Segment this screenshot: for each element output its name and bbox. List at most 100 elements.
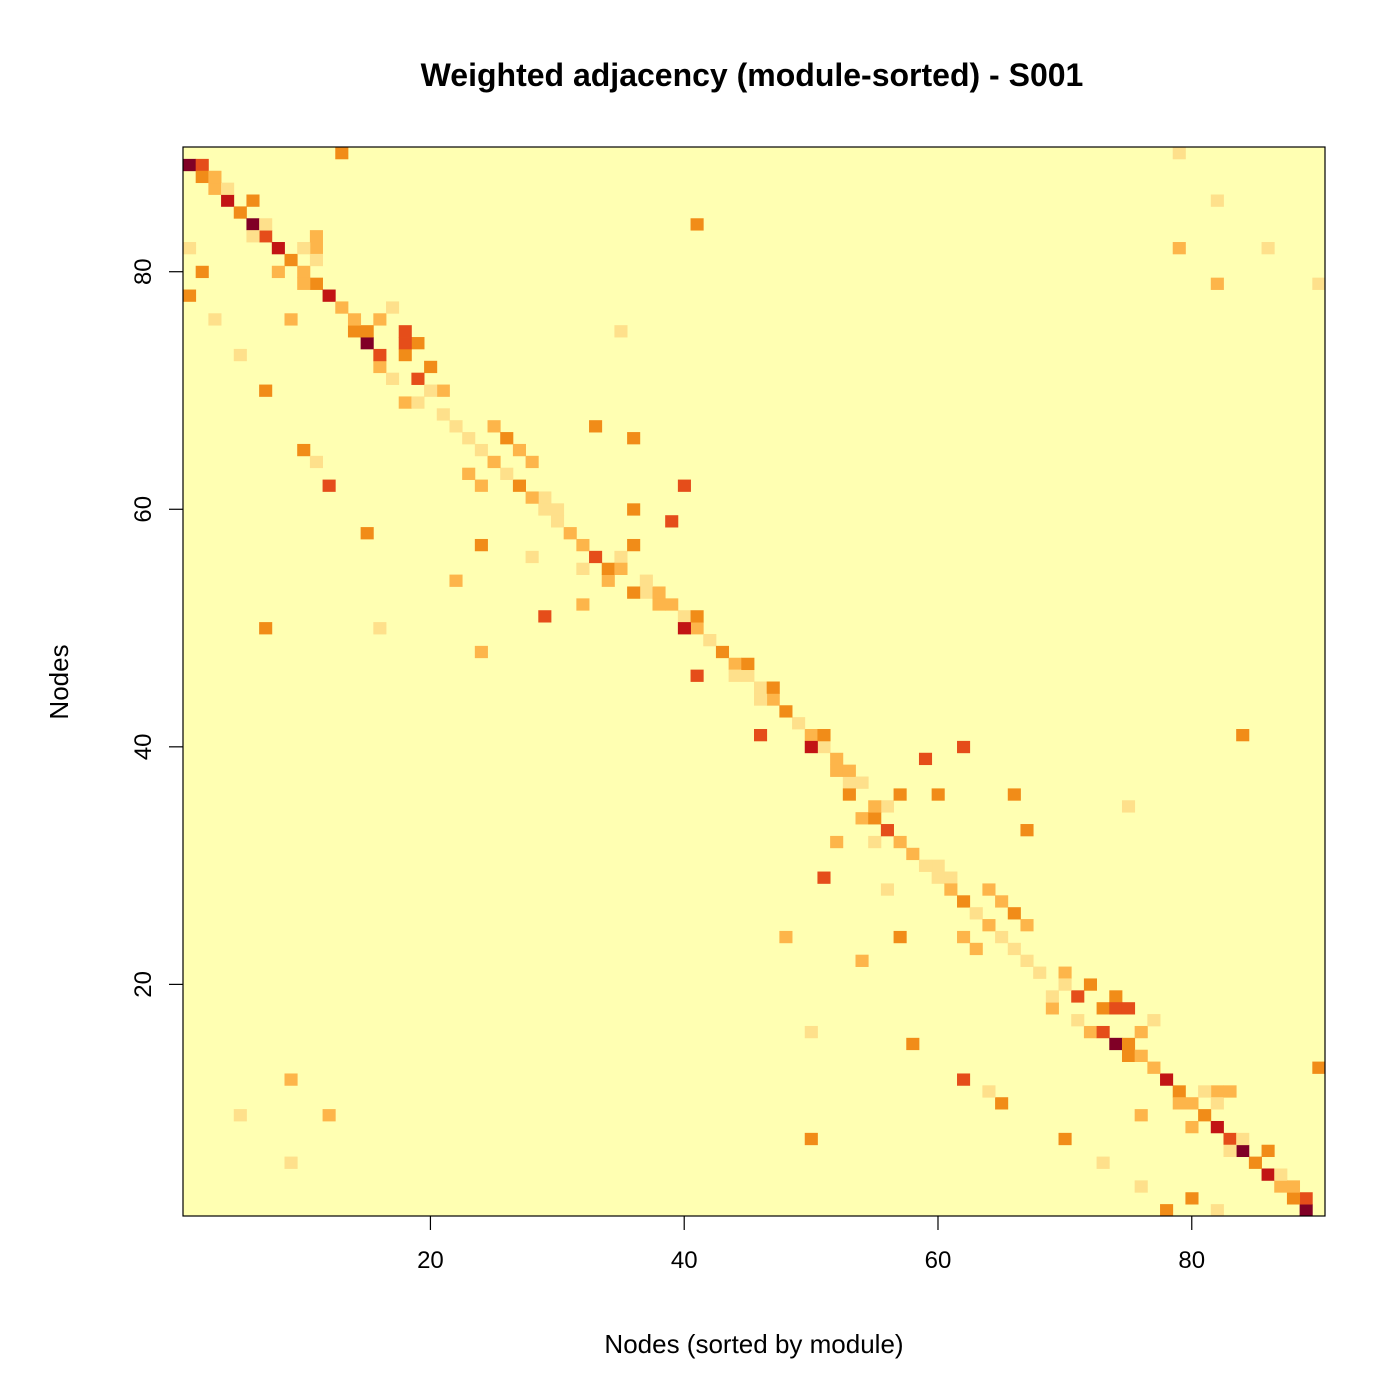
- heatmap-cell: [233, 1109, 247, 1122]
- heatmap-cell: [398, 396, 412, 409]
- y-tick-label: 60: [130, 496, 157, 523]
- heatmap-cell: [1096, 1002, 1110, 1015]
- y-tick-label: 80: [130, 258, 157, 285]
- heatmap-cell: [627, 538, 641, 552]
- heatmap-cell: [449, 574, 463, 587]
- heatmap-cell: [1210, 1097, 1224, 1110]
- heatmap-cell: [601, 562, 615, 575]
- y-axis-label: Nodes: [44, 644, 74, 719]
- heatmap-cell: [284, 1073, 298, 1086]
- heatmap-cell: [1147, 1014, 1161, 1027]
- heatmap-cell: [221, 194, 235, 207]
- heatmap-cell: [550, 503, 565, 516]
- heatmap-cell: [297, 265, 311, 279]
- heatmap-cell: [1007, 907, 1021, 920]
- heatmap-cell: [335, 301, 349, 314]
- heatmap-cell: [183, 242, 197, 255]
- heatmap-cell: [183, 289, 197, 302]
- x-axis: 20 40 60 80: [417, 1216, 1205, 1274]
- heatmap-cell: [246, 194, 260, 207]
- heatmap-cell: [233, 348, 247, 362]
- heatmap-cell: [728, 669, 742, 682]
- heatmap-cell: [1020, 954, 1034, 967]
- x-tick-label: 40: [671, 1247, 698, 1274]
- heatmap-cell: [830, 835, 844, 849]
- x-tick-label: 60: [925, 1247, 952, 1274]
- heatmap-cell: [1109, 1002, 1123, 1015]
- heatmap-cell: [208, 313, 222, 326]
- heatmap-cell: [855, 954, 869, 967]
- heatmap-cell: [1210, 277, 1224, 290]
- heatmap-cell: [1045, 990, 1059, 1003]
- heatmap-cell: [957, 895, 971, 908]
- heatmap-cell: [601, 574, 615, 587]
- heatmap-cell: [1248, 1156, 1262, 1169]
- heatmap-cell: [1172, 242, 1186, 255]
- heatmap-cell: [1286, 1180, 1301, 1193]
- heatmap-cell: [221, 182, 235, 195]
- heatmap-cell: [982, 883, 996, 896]
- heatmap-cell: [411, 396, 425, 409]
- heatmap-cell: [817, 729, 831, 742]
- heatmap-cell: [1261, 1168, 1275, 1181]
- heatmap-cell: [1172, 147, 1186, 160]
- heatmap-cell: [1083, 978, 1097, 991]
- heatmap-cell: [246, 230, 260, 243]
- heatmap-cell: [779, 705, 793, 718]
- heatmap-cell: [627, 503, 641, 516]
- heatmap-cell: [1058, 1132, 1072, 1146]
- heatmap-cell: [652, 598, 666, 611]
- heatmap-cell: [830, 752, 844, 766]
- heatmap-cell: [449, 420, 463, 433]
- heatmap-cell: [538, 503, 552, 516]
- heatmap-cell: [589, 420, 603, 433]
- heatmap-cell: [754, 729, 768, 742]
- heatmap-cell: [995, 930, 1009, 944]
- heatmap-cell: [1261, 1144, 1275, 1158]
- heatmap-cells: [183, 147, 1326, 1217]
- heatmap-cell: [677, 622, 691, 635]
- heatmap-cell: [1210, 194, 1224, 207]
- heatmap-cell: [906, 1037, 920, 1051]
- heatmap-cell: [830, 764, 844, 777]
- heatmap-cell: [893, 930, 907, 944]
- y-tick-label: 40: [130, 733, 157, 760]
- heatmap-cell: [1007, 942, 1021, 956]
- heatmap-cell: [309, 242, 323, 255]
- heatmap-cell: [766, 681, 780, 694]
- heatmap-cell: [1236, 1144, 1250, 1158]
- heatmap-cell: [652, 586, 666, 599]
- heatmap-cell: [398, 337, 412, 350]
- heatmap-cell: [436, 384, 450, 397]
- heatmap-cell: [665, 515, 679, 528]
- heatmap-cell: [1096, 1025, 1110, 1039]
- heatmap-cell: [1160, 1204, 1174, 1217]
- heatmap-cell: [271, 242, 285, 255]
- heatmap-cell: [576, 598, 590, 611]
- heatmap-cell: [1083, 1025, 1097, 1039]
- heatmap-cell: [957, 740, 971, 754]
- heatmap-cell: [1134, 1109, 1148, 1122]
- heatmap-cell: [1045, 1002, 1059, 1015]
- heatmap-cell: [804, 740, 818, 754]
- heatmap-cell: [614, 550, 628, 564]
- heatmap-cell: [842, 776, 856, 789]
- heatmap-cell: [918, 859, 933, 872]
- heatmap-cell: [817, 740, 831, 754]
- heatmap-cell: [715, 645, 730, 659]
- plot-border: [182, 146, 1326, 1217]
- heatmap-cell: [386, 301, 400, 314]
- heatmap-cell: [411, 337, 425, 350]
- heatmap-cell: [1172, 1085, 1186, 1098]
- heatmap-cell: [906, 847, 920, 861]
- heatmap-cell: [1134, 1025, 1148, 1039]
- heatmap-cell: [1121, 1002, 1136, 1015]
- heatmap-cell: [868, 835, 882, 849]
- heatmap-cell: [1299, 1192, 1313, 1205]
- heatmap-cell: [614, 562, 628, 575]
- heatmap-cell: [309, 455, 323, 469]
- heatmap-cell: [1071, 1014, 1085, 1027]
- heatmap-cell: [1109, 990, 1123, 1003]
- heatmap-cell: [1312, 277, 1326, 290]
- heatmap-cell: [792, 717, 806, 730]
